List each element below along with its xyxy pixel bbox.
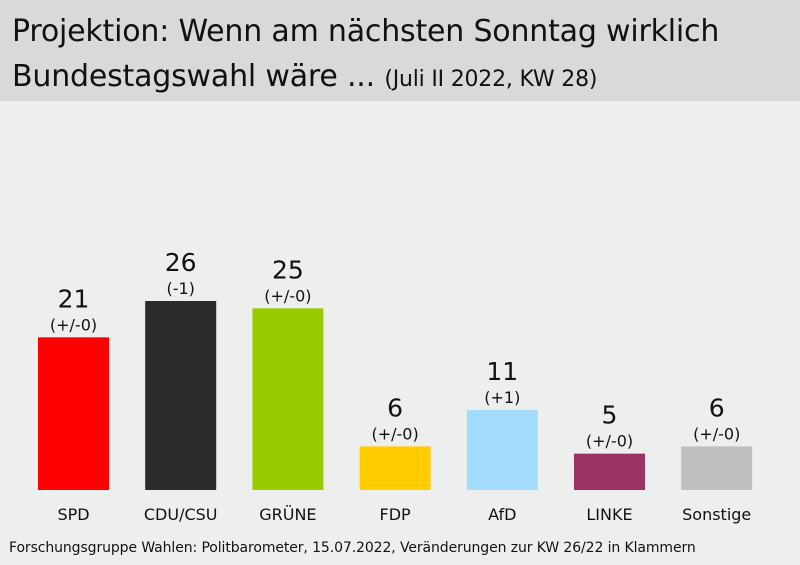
change-label: (+1) [484, 388, 520, 407]
bar-afd [466, 410, 538, 490]
value-label: 5 [602, 401, 618, 430]
bar-sonstige [681, 446, 753, 490]
value-label: 6 [387, 393, 403, 422]
change-label: (+/-0) [371, 424, 418, 443]
chart-title-line1: Projektion: Wenn am nächsten Sonntag wir… [12, 14, 720, 49]
category-label: Sonstige [682, 505, 751, 524]
change-label: (+/-0) [693, 424, 740, 443]
category-label: GRÜNE [259, 505, 316, 524]
source-footnote: Forschungsgruppe Wahlen: Politbarometer,… [9, 540, 696, 556]
category-label: SPD [57, 505, 89, 524]
bar-gr-ne [252, 308, 324, 490]
chart-title-main: Bundestagswahl wäre ... [12, 59, 375, 94]
change-label: (+/-0) [264, 286, 311, 305]
category-label: AfD [488, 505, 516, 524]
category-label: LINKE [586, 505, 632, 524]
category-label: CDU/CSU [144, 505, 218, 524]
chart-header: Projektion: Wenn am nächsten Sonntag wir… [0, 0, 800, 101]
chart-title-line2: Bundestagswahl wäre ... (Juli II 2022, K… [12, 59, 597, 94]
change-label: (+/-0) [50, 315, 97, 334]
value-label: 26 [165, 248, 197, 277]
change-label: (-1) [166, 279, 194, 298]
value-label: 11 [486, 357, 518, 386]
bar-spd [38, 337, 109, 490]
chart-subtitle: (Juli II 2022, KW 28) [384, 67, 598, 92]
bar-fdp [359, 446, 431, 490]
value-label: 6 [709, 393, 725, 422]
value-label: 21 [58, 284, 90, 313]
category-label: FDP [380, 505, 412, 524]
bar-cdu-csu [145, 301, 217, 490]
bar-linke [574, 453, 645, 490]
value-label: 25 [272, 255, 304, 284]
change-label: (+/-0) [586, 432, 633, 451]
